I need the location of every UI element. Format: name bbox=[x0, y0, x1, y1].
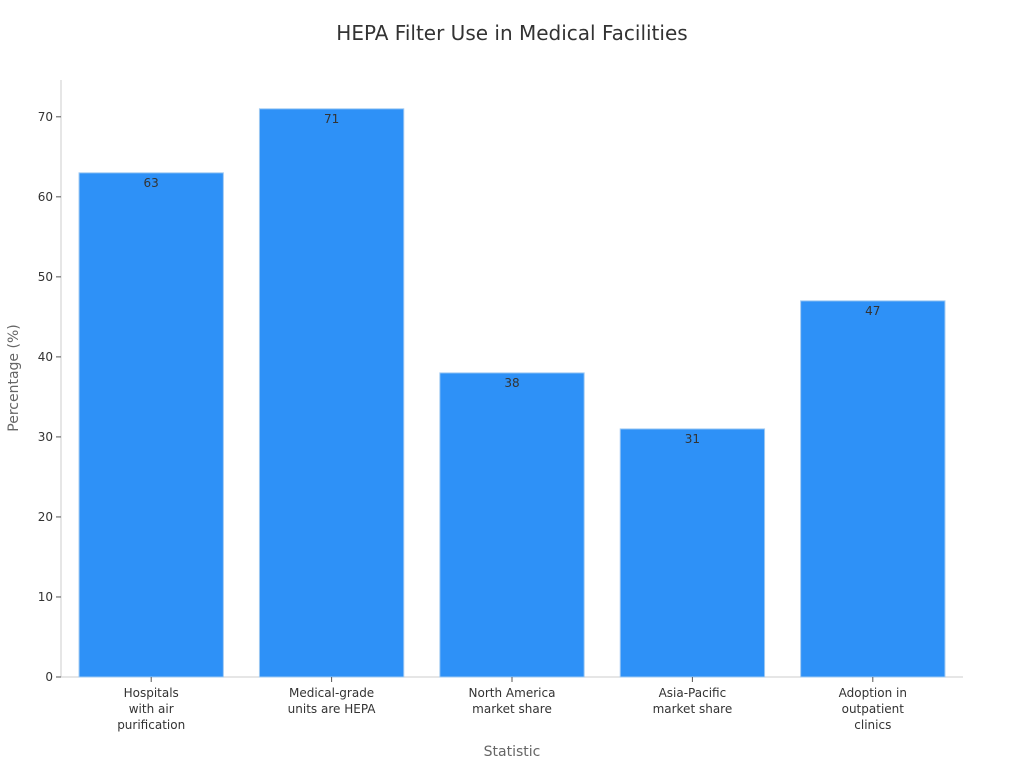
bar bbox=[439, 372, 585, 678]
bar bbox=[78, 172, 224, 678]
y-tick-label: 60 bbox=[38, 190, 53, 204]
x-tick-label-line: Adoption in bbox=[839, 686, 907, 700]
x-tick-label-line: outpatient bbox=[842, 702, 905, 716]
x-tick-label-line: North America bbox=[469, 686, 556, 700]
bar bbox=[619, 428, 766, 678]
x-tick-label: Asia-Pacific market share bbox=[653, 686, 733, 716]
x-tick-label-line: units are HEPA bbox=[288, 702, 377, 716]
x-tick-label: Hospitals with air purification bbox=[117, 686, 185, 732]
data-label: 63 bbox=[144, 176, 159, 190]
bar bbox=[258, 108, 405, 678]
data-label: 31 bbox=[685, 432, 700, 446]
x-tick-label-line: market share bbox=[653, 702, 733, 716]
x-axis-label: Statistic bbox=[484, 744, 541, 760]
y-tick-label: 30 bbox=[38, 430, 53, 444]
x-tick-label-line: Medical-grade bbox=[289, 686, 374, 700]
bar bbox=[800, 300, 946, 678]
x-tick-label-line: Asia-Pacific bbox=[659, 686, 727, 700]
y-tick-label: 0 bbox=[45, 670, 53, 684]
x-tick-label: Adoption in outpatient clinics bbox=[839, 686, 907, 732]
x-tick-label: North America market share bbox=[469, 686, 556, 716]
x-tick-label: Medical-grade units are HEPA bbox=[288, 686, 377, 716]
data-label: 38 bbox=[504, 376, 519, 390]
x-tick-label-line: clinics bbox=[854, 718, 891, 732]
chart-title: HEPA Filter Use in Medical Facilities bbox=[336, 21, 687, 45]
y-tick-label: 10 bbox=[38, 590, 53, 604]
x-tick-label-line: Hospitals bbox=[124, 686, 179, 700]
data-label: 71 bbox=[324, 112, 339, 126]
y-tick-label: 50 bbox=[38, 270, 53, 284]
data-label: 47 bbox=[865, 304, 880, 318]
y-tick-label: 70 bbox=[38, 110, 53, 124]
x-tick-label-line: purification bbox=[117, 718, 185, 732]
x-tick-label-line: with air bbox=[129, 702, 174, 716]
x-tick-label-line: market share bbox=[472, 702, 552, 716]
y-axis-label: Percentage (%) bbox=[6, 324, 22, 431]
plot-area: 0 10 20 30 40 50 60 70 63 Hospitals with air purifi… bbox=[38, 80, 963, 732]
y-tick-label: 20 bbox=[38, 510, 53, 524]
y-tick-label: 40 bbox=[38, 350, 53, 364]
